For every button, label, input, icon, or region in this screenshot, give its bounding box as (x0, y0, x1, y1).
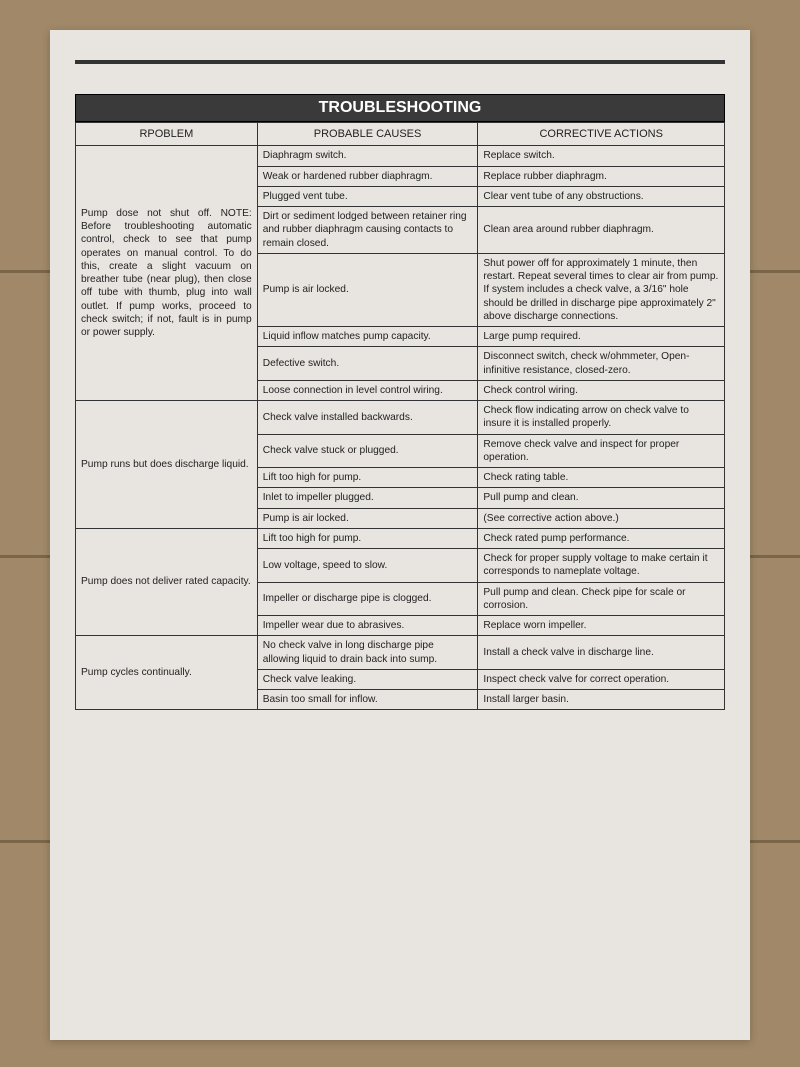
action-cell: Shut power off for approximately 1 minut… (478, 253, 725, 326)
action-cell: Clean area around rubber diaphragm. (478, 207, 725, 254)
action-cell: Check flow indicating arrow on check val… (478, 401, 725, 435)
table-row: Pump dose not shut off. NOTE: Before tro… (76, 146, 725, 166)
table-row: Pump cycles continually.No check valve i… (76, 636, 725, 670)
troubleshooting-table: RPOBLEM PROBABLE CAUSES CORRECTIVE ACTIO… (75, 122, 725, 710)
col-header-action: CORRECTIVE ACTIONS (478, 123, 725, 146)
cause-cell: Liquid inflow matches pump capacity. (257, 327, 478, 347)
problem-cell: Pump dose not shut off. NOTE: Before tro… (76, 146, 258, 401)
table-title: TROUBLESHOOTING (75, 94, 725, 122)
table-row: Pump does not deliver rated capacity.Lif… (76, 528, 725, 548)
action-cell: Install larger basin. (478, 690, 725, 710)
col-header-problem: RPOBLEM (76, 123, 258, 146)
cause-cell: Check valve leaking. (257, 669, 478, 689)
action-cell: (See corrective action above.) (478, 508, 725, 528)
cause-cell: Inlet to impeller plugged. (257, 488, 478, 508)
cause-cell: Loose connection in level control wiring… (257, 380, 478, 400)
action-cell: Clear vent tube of any obstructions. (478, 186, 725, 206)
action-cell: Pull pump and clean. (478, 488, 725, 508)
action-cell: Install a check valve in discharge line. (478, 636, 725, 670)
cause-cell: Check valve installed backwards. (257, 401, 478, 435)
cause-cell: Diaphragm switch. (257, 146, 478, 166)
action-cell: Check control wiring. (478, 380, 725, 400)
cause-cell: Impeller wear due to abrasives. (257, 616, 478, 636)
document-page: TROUBLESHOOTING RPOBLEM PROBABLE CAUSES … (50, 30, 750, 1040)
action-cell: Large pump required. (478, 327, 725, 347)
cause-cell: Lift too high for pump. (257, 528, 478, 548)
action-cell: Check rating table. (478, 468, 725, 488)
top-rule (75, 60, 725, 64)
action-cell: Inspect check valve for correct operatio… (478, 669, 725, 689)
cause-cell: Pump is air locked. (257, 253, 478, 326)
action-cell: Replace switch. (478, 146, 725, 166)
cause-cell: Weak or hardened rubber diaphragm. (257, 166, 478, 186)
cause-cell: Lift too high for pump. (257, 468, 478, 488)
cause-cell: Check valve stuck or plugged. (257, 434, 478, 468)
action-cell: Remove check valve and inspect for prope… (478, 434, 725, 468)
action-cell: Check for proper supply voltage to make … (478, 549, 725, 583)
cause-cell: Low voltage, speed to slow. (257, 549, 478, 583)
table-row: Pump runs but does discharge liquid.Chec… (76, 401, 725, 435)
cause-cell: Pump is air locked. (257, 508, 478, 528)
cause-cell: Basin too small for inflow. (257, 690, 478, 710)
problem-cell: Pump runs but does discharge liquid. (76, 401, 258, 529)
problem-cell: Pump cycles continually. (76, 636, 258, 710)
action-cell: Pull pump and clean. Check pipe for scal… (478, 582, 725, 616)
action-cell: Replace rubber diaphragm. (478, 166, 725, 186)
cause-cell: Impeller or discharge pipe is clogged. (257, 582, 478, 616)
action-cell: Check rated pump performance. (478, 528, 725, 548)
cause-cell: Plugged vent tube. (257, 186, 478, 206)
col-header-cause: PROBABLE CAUSES (257, 123, 478, 146)
action-cell: Disconnect switch, check w/ohmmeter, Ope… (478, 347, 725, 381)
table-header-row: RPOBLEM PROBABLE CAUSES CORRECTIVE ACTIO… (76, 123, 725, 146)
problem-cell: Pump does not deliver rated capacity. (76, 528, 258, 636)
action-cell: Replace worn impeller. (478, 616, 725, 636)
cause-cell: Defective switch. (257, 347, 478, 381)
cause-cell: Dirt or sediment lodged between retainer… (257, 207, 478, 254)
cause-cell: No check valve in long discharge pipe al… (257, 636, 478, 670)
